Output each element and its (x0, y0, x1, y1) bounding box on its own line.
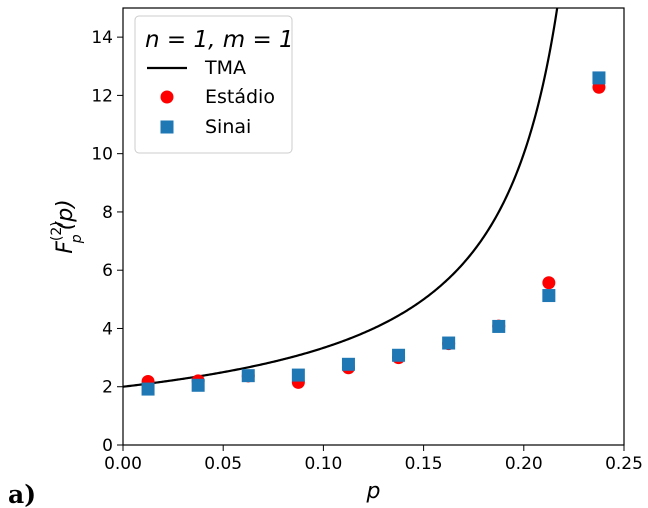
x-axis-label: p (366, 479, 381, 504)
x-tick-label: 0.25 (605, 454, 643, 474)
data-point-sinai (592, 71, 605, 84)
y-tick-label: 14 (91, 28, 113, 48)
x-tick-label: 0.00 (104, 454, 142, 474)
y-tick-label: 4 (102, 319, 113, 339)
data-point-sinai (492, 320, 505, 333)
data-point-sinai (392, 349, 405, 362)
y-tick-label: 8 (102, 203, 113, 223)
legend-label-estadio: Estádio (205, 86, 275, 108)
data-point-sinai (242, 369, 255, 382)
x-axis-ticks: 0.00 0.05 0.10 0.15 0.20 0.25 (104, 445, 643, 474)
y-axis-ticks: 0 2 4 6 8 10 12 14 (91, 28, 123, 456)
svg-text:F(2)p(p): F(2) p(p) (49, 199, 85, 254)
data-point-sinai (192, 379, 205, 392)
x-tick-label: 0.05 (204, 454, 242, 474)
legend-swatch-sinai (161, 121, 174, 134)
legend: n = 1, m = 1 TMA Estádio Sinai (135, 16, 294, 153)
y-tick-label: 10 (91, 145, 113, 165)
legend-label-sinai: Sinai (205, 116, 251, 138)
x-tick-label: 0.15 (405, 454, 443, 474)
panel-label: a) (8, 480, 36, 508)
y-tick-label: 2 (102, 378, 113, 398)
x-tick-label: 0.20 (505, 454, 543, 474)
x-tick-label: 0.10 (304, 454, 342, 474)
data-point-sinai (342, 358, 355, 371)
legend-label-tma: TMA (204, 57, 246, 79)
y-tick-label: 0 (102, 436, 113, 456)
y-tick-label: 6 (102, 261, 113, 281)
data-point-sinai (542, 289, 555, 302)
data-point-sinai (142, 383, 155, 396)
legend-title: n = 1, m = 1 (145, 27, 294, 53)
legend-swatch-estadio (161, 91, 174, 104)
y-axis-label-argument: (p) (53, 199, 78, 230)
y-tick-label: 12 (91, 86, 113, 106)
y-axis-label: F(2) p(p) (49, 199, 85, 254)
y-axis-label-subscript: p (69, 234, 85, 244)
data-point-estadio (542, 276, 555, 289)
data-point-sinai (292, 369, 305, 382)
data-point-sinai (442, 337, 455, 350)
